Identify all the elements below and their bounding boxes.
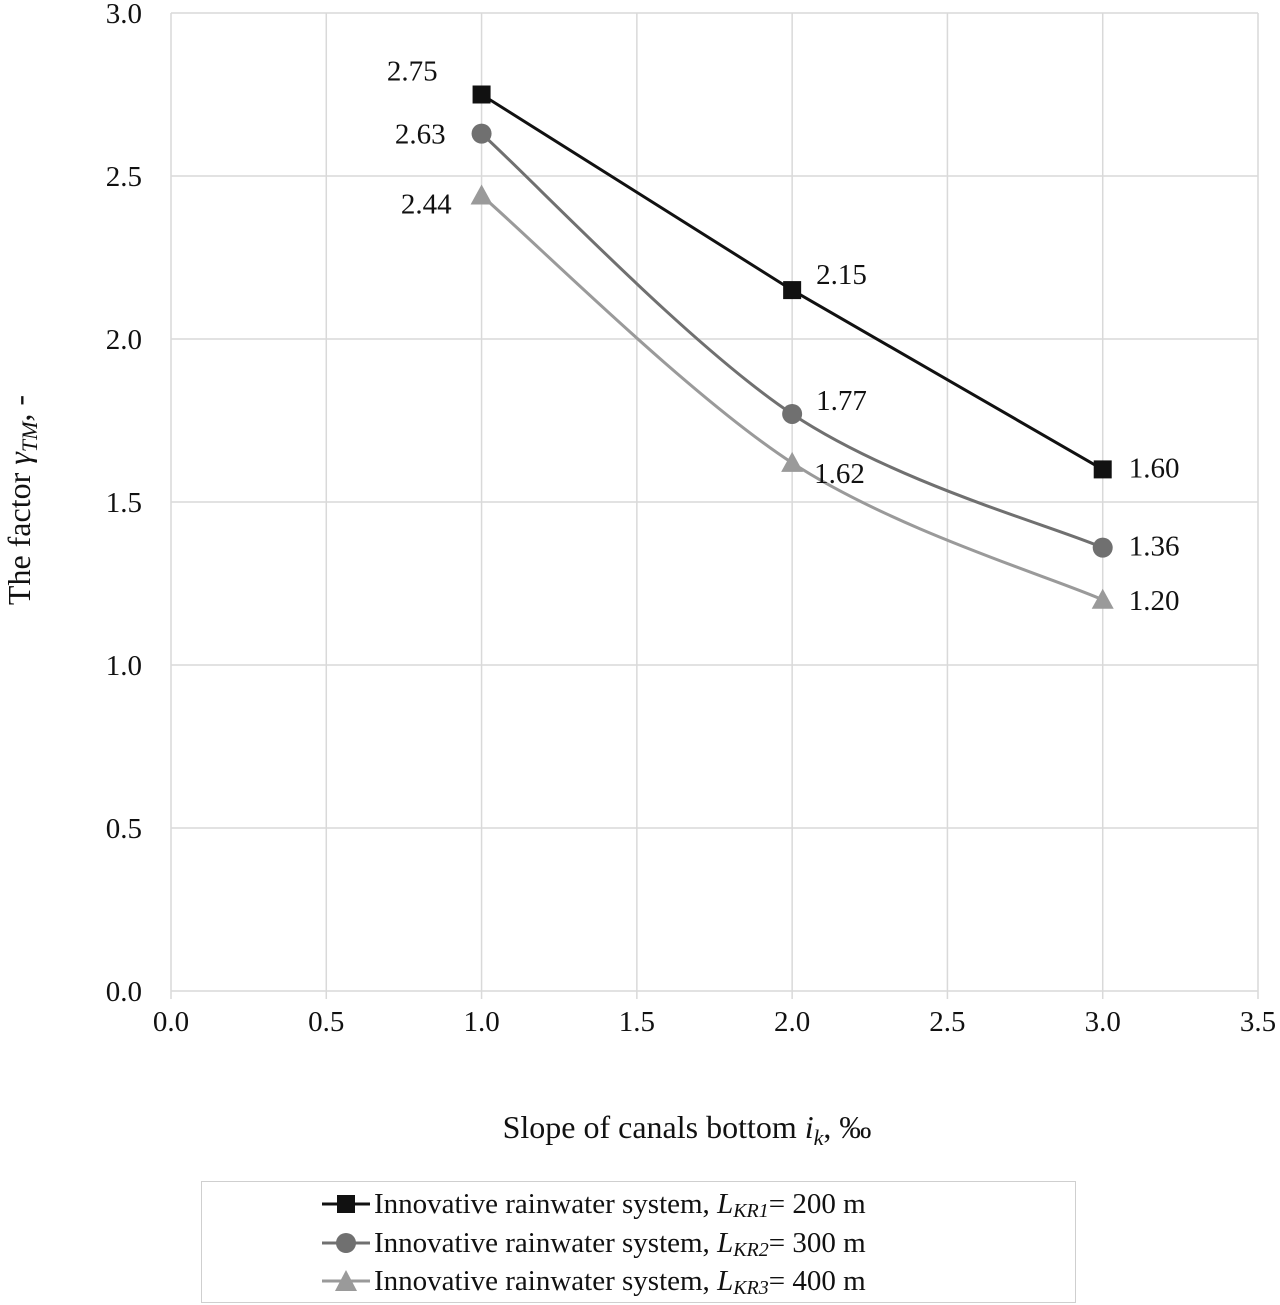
- x-tick-label: 3.0: [1085, 1006, 1121, 1038]
- x-axis-ticks: 0.0 0.5 1.0 1.5 2.0 2.5 3.0 3.5: [153, 1006, 1276, 1038]
- data-label: 1.77: [816, 385, 867, 417]
- data-label: 1.62: [814, 458, 865, 490]
- data-label: 2.75: [387, 56, 438, 88]
- y-tick-label: 1.0: [106, 650, 142, 682]
- circle-marker: [782, 403, 803, 424]
- legend-label: Innovative rainwater system,: [374, 1187, 710, 1220]
- legend-square-marker-icon: [322, 1195, 370, 1213]
- x-tick-label: 3.5: [1240, 1006, 1276, 1038]
- x-tick-label: 0.5: [308, 1006, 344, 1038]
- triangle-marker: [781, 451, 804, 472]
- data-label: 1.36: [1129, 531, 1180, 563]
- line-chart: 0.0 0.5 1.0 1.5 2.0 2.5 3.0 3.5 0.0 0.5 1.0 1.5 2.0…: [1, 0, 1276, 1150]
- square-marker: [472, 85, 491, 104]
- legend-circle-marker-icon: [322, 1233, 370, 1253]
- x-tick-label: 1.0: [463, 1006, 499, 1038]
- legend-item-lkr1: Innovative rainwater system, L KR1 = 200 …: [320, 1185, 866, 1223]
- circle-marker: [471, 123, 492, 144]
- x-tick-label: 1.5: [619, 1006, 655, 1038]
- y-tick-label: 0.5: [106, 813, 142, 845]
- y-axis-title: The factor γTM, -: [1, 395, 42, 605]
- series-group: [470, 85, 1114, 609]
- y-tick-label: 3.0: [106, 0, 142, 30]
- legend-item-lkr3: Innovative rainwater system, L KR3 = 400 …: [320, 1262, 866, 1300]
- legend-item-lkr2: Innovative rainwater system, L KR2 = 300 …: [320, 1224, 866, 1262]
- y-tick-label: 2.0: [106, 324, 142, 356]
- legend-triangle-marker-icon: [322, 1270, 370, 1291]
- x-tick-label: 0.0: [153, 1006, 189, 1038]
- data-label: 1.20: [1129, 585, 1180, 617]
- data-label: 2.15: [816, 259, 867, 291]
- y-tick-label: 1.5: [106, 487, 142, 519]
- data-label: 1.60: [1129, 452, 1180, 484]
- legend-label: Innovative rainwater system,: [374, 1264, 710, 1297]
- data-label: 2.63: [395, 119, 446, 151]
- y-axis-ticks: 0.0 0.5 1.0 1.5 2.0 2.5 3.0: [106, 0, 142, 1008]
- data-labels: 2.75 2.15 1.60 2.63 1.77 1.36 2.44 1.62 1.20: [387, 56, 1180, 617]
- y-tick-label: 2.5: [106, 161, 142, 193]
- square-marker: [783, 281, 802, 300]
- x-axis-title: Slope of canals bottom ik, ‰: [503, 1109, 872, 1150]
- x-tick-label: 2.0: [774, 1006, 810, 1038]
- data-label: 2.44: [401, 189, 452, 221]
- circle-marker: [1092, 537, 1113, 558]
- square-marker: [1093, 460, 1112, 479]
- y-tick-label: 0.0: [106, 976, 142, 1008]
- triangle-marker: [470, 184, 493, 205]
- grid-lines: [170, 12, 1259, 999]
- x-tick-label: 2.5: [929, 1006, 965, 1038]
- legend: Innovative rainwater system, L KR1 = 200 …: [201, 1181, 1076, 1303]
- legend-label: Innovative rainwater system,: [374, 1226, 710, 1259]
- triangle-marker: [1091, 588, 1114, 609]
